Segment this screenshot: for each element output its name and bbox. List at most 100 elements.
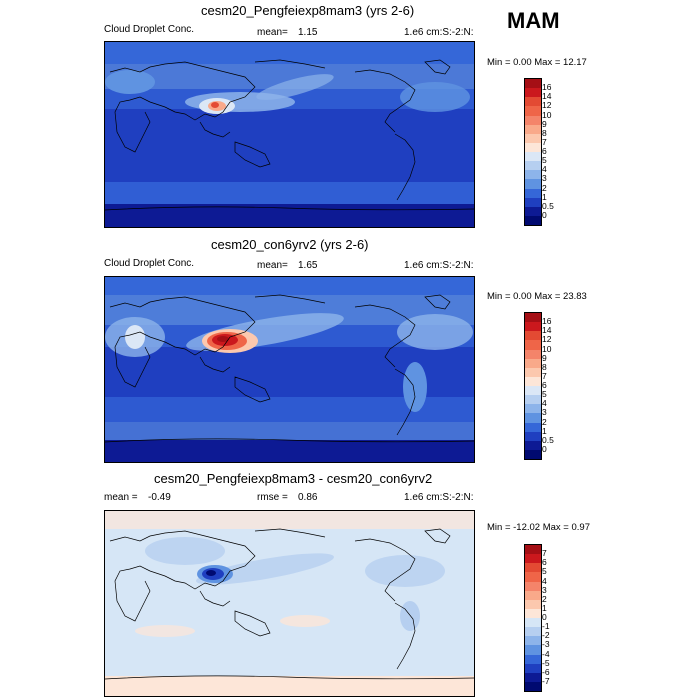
colorbar-tick-label: 12 (542, 100, 552, 111)
season-label: MAM (507, 8, 560, 33)
panel1-title: cesm20_Pengfeiexp8mam3 (yrs 2-6) (201, 3, 415, 18)
colorbar-tick-label: 14 (542, 325, 552, 336)
colorbar-tick-label: 0.5 (542, 434, 554, 445)
colorbar-tick-label: 5 (542, 566, 547, 577)
colorbar-tick-label: 7 (542, 370, 547, 381)
colorbar-swatch (525, 590, 541, 600)
colorbar-swatch (525, 197, 541, 207)
panel1-mean-value: 1.15 (298, 27, 318, 38)
colorbar-tick-label: 2 (542, 182, 547, 193)
colorbar-tick-label: 10 (542, 109, 552, 120)
colorbar-tick-label: 1 (542, 191, 547, 202)
colorbar-swatch (525, 608, 541, 618)
colorbar-swatch (525, 215, 541, 225)
colorbar-swatch (525, 313, 541, 323)
colorbar-tick-label: 8 (542, 361, 547, 372)
colorbar-tick-label: 2 (542, 593, 547, 604)
colorbar-swatch (525, 349, 541, 359)
colorbar-tick-label: 6 (542, 557, 547, 568)
panel2-map-svg (105, 277, 474, 462)
colorbar-swatch (525, 106, 541, 116)
colorbar-swatch (525, 358, 541, 368)
colorbar-swatch (525, 386, 541, 396)
panel3-title: cesm20_Pengfeiexp8mam3 - cesm20_con6yrv2 (154, 471, 433, 486)
colorbar-tick-label: 3 (542, 584, 547, 595)
colorbar-swatch (525, 376, 541, 386)
colorbar-tick-label: -6 (542, 666, 550, 677)
colorbar-swatch (525, 599, 541, 609)
colorbar-tick-label: 12 (542, 334, 552, 345)
colorbar-swatch (525, 431, 541, 441)
colorbar-swatch (525, 404, 541, 414)
colorbar-swatch (525, 152, 541, 162)
colorbar-tick-label: 3 (542, 407, 547, 418)
panel2-minmax: Min = 0.00 Max = 23.83 (487, 291, 587, 302)
panel1-map (104, 41, 475, 228)
panel2-colorbar: 16 14 12 10 9 8 7 6 5 4 3 2 1 0.5 0 (524, 312, 554, 460)
colorbar-swatch (525, 97, 541, 107)
colorbar-tick-label: 0 (542, 612, 547, 622)
colorbar-swatch (525, 79, 541, 89)
colorbar-tick-label: 16 (542, 82, 552, 93)
panel2-mean-value: 1.65 (298, 260, 318, 271)
colorbar-tick-label: 7 (542, 548, 547, 559)
colorbar-tick-label: 0 (542, 209, 547, 220)
colorbar-tick-label: 16 (542, 316, 552, 327)
colorbar-swatch (525, 618, 541, 628)
colorbar-swatch (525, 188, 541, 198)
panel1-map-svg (105, 42, 474, 227)
colorbar-tick-label: -2 (542, 630, 550, 641)
colorbar-tick-label: 4 (542, 398, 547, 409)
colorbar-swatch (525, 367, 541, 377)
colorbar-swatch (525, 124, 541, 134)
panel1-variable-label: Cloud Droplet Conc. (104, 24, 195, 35)
colorbar-swatch (525, 672, 541, 682)
colorbar-swatch (525, 440, 541, 450)
colorbar-swatch (525, 322, 541, 332)
panel3-rmse-label: rmse = (257, 492, 288, 503)
colorbar-tick-label: 1 (542, 425, 547, 436)
panel3-mean-label: mean = (104, 492, 138, 503)
colorbar-swatch (525, 554, 541, 564)
colorbar-swatch (525, 563, 541, 573)
colorbar-swatch (525, 161, 541, 171)
colorbar-swatch (525, 422, 541, 432)
colorbar-tick-label: 10 (542, 343, 552, 354)
colorbar-tick-label: 8 (542, 127, 547, 138)
colorbar-tick-label: 4 (542, 575, 547, 586)
colorbar-swatch (525, 206, 541, 216)
colorbar-tick-label: 0.5 (542, 200, 554, 211)
colorbar-swatch (525, 142, 541, 152)
colorbar-tick-label: 9 (542, 118, 547, 129)
colorbar-tick-label: 6 (542, 146, 547, 156)
panel3-map-svg (105, 511, 474, 696)
colorbar-tick-label: -7 (542, 675, 550, 686)
colorbar-tick-label: 6 (542, 380, 547, 390)
colorbar-tick-label: -1 (542, 621, 550, 632)
colorbar-swatch (525, 115, 541, 125)
colorbar-swatch (525, 449, 541, 459)
colorbar-swatch (525, 133, 541, 143)
panel2-map (104, 276, 475, 463)
panel3-mean-value: -0.49 (148, 492, 171, 503)
colorbar-swatch (525, 581, 541, 591)
colorbar-tick-label: -4 (542, 648, 550, 659)
panel2-units: 1.e6 cm:S:-2:N: (404, 260, 474, 271)
colorbar-swatch (525, 331, 541, 341)
colorbar-swatch (525, 88, 541, 98)
panel2-mean-label: mean= (257, 260, 288, 271)
colorbar-tick-label: 9 (542, 352, 547, 363)
colorbar-tick-label: 7 (542, 136, 547, 147)
colorbar-swatch (525, 179, 541, 189)
panel3-colorbar: 7 6 5 4 3 2 1 0 -1 -2 -3 -4 -5 -6 -7 (524, 544, 550, 692)
panel1-minmax: Min = 0.00 Max = 12.17 (487, 57, 587, 68)
colorbar-swatch (525, 395, 541, 405)
colorbar-tick-label: 1 (542, 602, 547, 613)
colorbar-swatch (525, 545, 541, 555)
colorbar-swatch (525, 572, 541, 582)
colorbar-tick-label: 4 (542, 164, 547, 175)
colorbar-tick-label: 5 (542, 389, 547, 400)
colorbar-swatch (525, 654, 541, 664)
panel2-title: cesm20_con6yrv2 (yrs 2-6) (211, 237, 369, 252)
panel3-map (104, 510, 475, 697)
